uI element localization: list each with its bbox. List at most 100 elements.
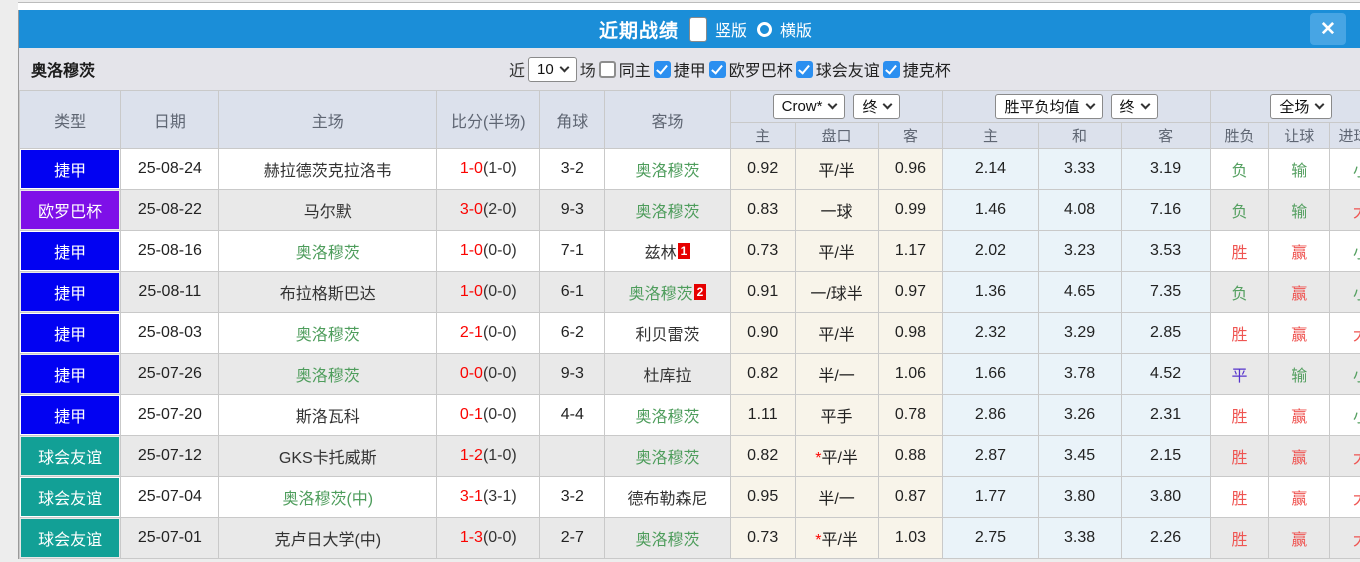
close-icon: ✕	[1320, 18, 1336, 40]
chevron-down-icon	[883, 99, 893, 110]
table-row: 球会友谊 25-07-01 克卢日大学(中) 1-3(0-0) 2-7 奥洛穆茨…	[18, 517, 1360, 559]
same-home-checkbox[interactable]	[598, 60, 616, 78]
avg-home-odds-cell: 2.32	[942, 312, 1039, 354]
result-goals-cell: 小	[1329, 394, 1360, 436]
avg-away-odds-cell: 7.16	[1120, 189, 1211, 231]
result-goals-cell: 小	[1329, 148, 1360, 190]
away-rank-badge: 2	[693, 284, 707, 300]
avg-away-odds-cell: 2.85	[1120, 312, 1211, 354]
home-team-name: 马尔默	[303, 204, 352, 221]
result-handicap-cell: 赢	[1268, 476, 1331, 518]
handicap-line: 半/一	[818, 368, 855, 385]
league-badge: 捷甲	[21, 396, 120, 434]
league-checkbox-jiejia[interactable]	[653, 60, 671, 78]
league-badge: 球会友谊	[21, 478, 120, 516]
handicap-line: 平/半	[818, 245, 855, 262]
corners-cell: 6-1	[539, 271, 606, 313]
corners-cell: 4-4	[539, 394, 606, 436]
avg-home-odds-cell: 2.02	[942, 230, 1039, 272]
home-team-cell: 奥洛穆茨(中)	[218, 476, 438, 518]
result-goals-cell: 大	[1329, 476, 1360, 518]
result-goals-cell: 大	[1329, 312, 1360, 354]
avg-home-odds-cell: 1.77	[942, 476, 1039, 518]
odds-time-select[interactable]: 终	[853, 94, 901, 119]
handicap-odds-away-cell: 1.03	[877, 517, 944, 559]
home-team-cell: 奥洛穆茨	[218, 230, 438, 272]
odds-company-select[interactable]: Crow*	[772, 94, 846, 119]
league-checkbox-friendly[interactable]	[795, 60, 813, 78]
result-goals-cell: 小	[1329, 271, 1360, 313]
fulltime-score: 3-1	[459, 488, 483, 505]
home-team-name: GKS卡托威斯	[278, 450, 377, 467]
corners-cell: 3-2	[539, 476, 606, 518]
view-mode-vertical[interactable]: 竖版	[688, 16, 747, 42]
handicap-odds-away-cell: 0.97	[877, 271, 944, 313]
league-checkbox-czech-cup[interactable]	[882, 60, 900, 78]
league-cell: 捷甲	[18, 148, 122, 190]
score-cell: 2-1(0-0)	[436, 312, 541, 354]
league-checkbox-europa[interactable]	[708, 60, 726, 78]
league-badge: 捷甲	[21, 355, 120, 393]
radio-unselected-icon[interactable]	[757, 21, 772, 37]
away-team-cell: 奥洛穆茨	[604, 394, 731, 436]
avg-home-odds-cell: 2.86	[942, 394, 1039, 436]
result-handicap-cell: 输	[1268, 353, 1331, 395]
result-goals-cell: 小	[1329, 353, 1360, 395]
avg-away-odds-cell: 2.31	[1120, 394, 1211, 436]
result-handicap-cell: 赢	[1268, 271, 1331, 313]
scope-select[interactable]: 全场	[1270, 94, 1333, 119]
table-row: 捷甲 25-08-24 赫拉德茨克拉洛韦 1-0(1-0) 3-2 奥洛穆茨 0…	[18, 148, 1360, 190]
handicap-odds-home-cell: 1.11	[729, 394, 796, 436]
halftime-score: (2-0)	[482, 201, 517, 218]
close-button[interactable]: ✕	[1310, 13, 1346, 45]
recent-count-select[interactable]: 10	[528, 56, 577, 82]
table-row: 捷甲 25-07-20 斯洛瓦科 0-1(0-0) 4-4 奥洛穆茨 1.11 …	[18, 394, 1360, 436]
home-team-cell: 马尔默	[218, 189, 438, 231]
league-badge: 捷甲	[21, 150, 120, 188]
table-row: 捷甲 25-08-03 奥洛穆茨 2-1(0-0) 6-2 利贝雷茨 0.90 …	[18, 312, 1360, 354]
result-goals-cell: 大	[1329, 189, 1360, 231]
avg-draw-odds-cell: 3.23	[1037, 230, 1122, 272]
away-team-cell: 奥洛穆茨 2	[604, 271, 731, 313]
date-cell: 25-08-03	[120, 312, 220, 354]
handicap-odds-away-cell: 1.06	[877, 353, 944, 395]
league-cell: 欧罗巴杯	[18, 189, 122, 231]
home-team-cell: 赫拉德茨克拉洛韦	[218, 148, 438, 190]
average-type-select[interactable]: 胜平负均值	[995, 94, 1103, 119]
date-cell: 25-08-16	[120, 230, 220, 272]
result-wdl-cell: 负	[1209, 148, 1270, 190]
subheader-odds-home: 主	[729, 122, 796, 149]
subheader-result-wdl: 胜负	[1209, 122, 1270, 149]
same-home-label: 同主	[618, 63, 651, 80]
radio-selected-icon[interactable]	[688, 16, 707, 42]
subheader-avg-draw: 和	[1037, 122, 1122, 149]
handicap-line-cell: 一/球半	[794, 271, 879, 313]
handicap-line-cell: *平/半	[794, 435, 879, 477]
handicap-odds-home-cell: 0.83	[729, 189, 796, 231]
handicap-line: 平/半	[818, 163, 855, 180]
table-row: 捷甲 25-08-16 奥洛穆茨 1-0(0-0) 7-1 兹林 1 0.73 平…	[18, 230, 1360, 272]
view-mode-horizontal[interactable]: 横版	[757, 17, 812, 41]
away-team-cell: 兹林 1	[604, 230, 731, 272]
away-team-cell: 奥洛穆茨	[604, 517, 731, 559]
avg-away-odds-cell: 2.26	[1120, 517, 1211, 559]
home-team-cell: 奥洛穆茨	[218, 312, 438, 354]
result-handicap-cell: 赢	[1268, 312, 1331, 354]
col-header-away: 客场	[604, 90, 731, 149]
score-cell: 1-3(0-0)	[436, 517, 541, 559]
handicap-line: 一/球半	[810, 286, 863, 303]
handicap-odds-away-cell: 1.17	[877, 230, 944, 272]
league-badge: 捷甲	[21, 232, 120, 270]
halftime-score: (0-0)	[482, 283, 517, 300]
away-team-cell: 德布勒森尼	[604, 476, 731, 518]
halftime-score: (3-1)	[482, 488, 517, 505]
away-team-cell: 奥洛穆茨	[604, 189, 731, 231]
date-cell: 25-07-26	[120, 353, 220, 395]
home-team-cell: 奥洛穆茨	[218, 353, 438, 395]
page-top-strip	[18, 2, 1360, 10]
result-handicap-cell: 输	[1268, 148, 1331, 190]
average-time-select[interactable]: 终	[1110, 94, 1158, 119]
handicap-odds-home-cell: 0.91	[729, 271, 796, 313]
handicap-line: 平/半	[821, 532, 858, 549]
subheader-handicap: 盘口	[794, 122, 879, 149]
